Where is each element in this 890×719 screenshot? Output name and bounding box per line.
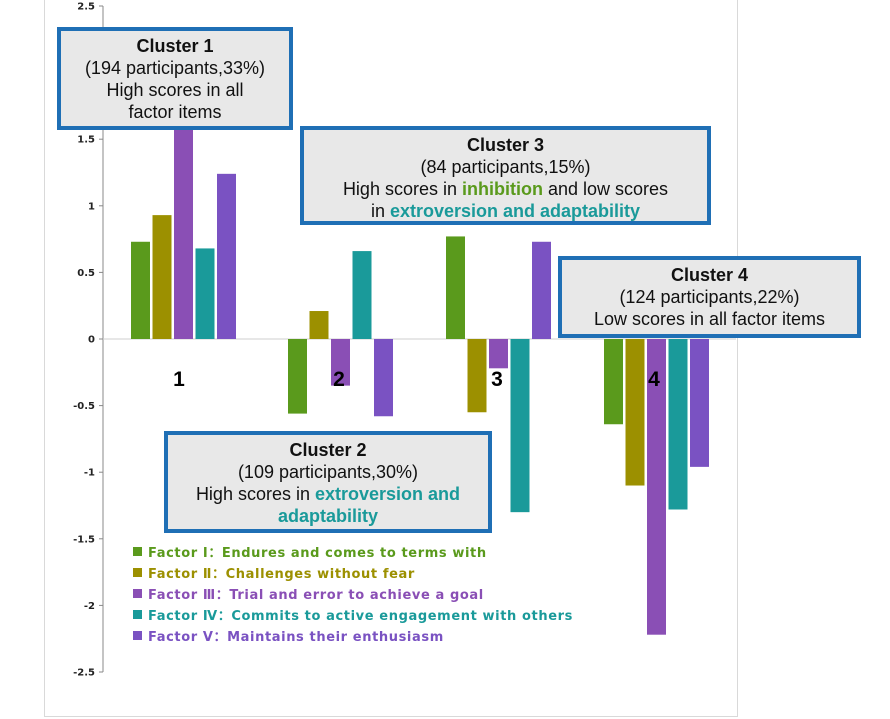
legend-item-factor-3: Factor Ⅲ：Trial and error to achieve a go…: [133, 583, 573, 604]
bar-factor-1-cluster-1: [131, 241, 150, 339]
legend-swatch: [133, 589, 142, 598]
category-label: 3: [491, 368, 503, 391]
callout-cluster-2: Cluster 2 (109 participants,30%) High sc…: [164, 431, 492, 533]
cluster-3-line1: (84 participants,15%): [420, 157, 591, 177]
category-labels: 1 2 3 4: [173, 368, 660, 391]
bar-factor-5-cluster-1: [217, 173, 236, 339]
legend-swatch: [133, 568, 142, 577]
bar-factor-5-cluster-4: [690, 339, 709, 467]
y-tick-label: 1: [88, 201, 95, 212]
bar-factor-4-cluster-2: [352, 251, 372, 339]
cluster-1-line2: High scores in all: [106, 80, 244, 100]
legend-swatch: [133, 547, 142, 556]
bar-factor-1-cluster-4: [604, 339, 623, 425]
cluster-1-title: Cluster 1: [136, 36, 214, 56]
cluster-1-line1: (194 participants,33%): [84, 58, 266, 78]
cluster-4-title: Cluster 4: [670, 265, 749, 285]
legend: Factor Ⅰ：Endures and comes to terms with…: [133, 541, 573, 646]
legend-label: Factor Ⅱ：Challenges without fear: [148, 567, 415, 582]
bar-factor-2-cluster-2: [309, 311, 329, 339]
callout-cluster-3: Cluster 3 (84 participants,15%) High sco…: [300, 126, 711, 225]
bar-layer: [131, 92, 709, 635]
cluster-3-highlight-inhibition: inhibition: [462, 179, 543, 199]
bar-factor-2-cluster-1: [152, 215, 172, 339]
legend-label: Factor Ⅲ：Trial and error to achieve a go…: [148, 588, 484, 603]
cluster-3-line3: in extroversion and adaptability: [370, 201, 641, 221]
y-tick-label: -1: [84, 468, 95, 479]
y-tick-label: -2.5: [73, 668, 95, 679]
y-tick-label: 0: [88, 335, 95, 346]
legend-swatch: [133, 610, 142, 619]
y-tick-label: -0.5: [73, 401, 95, 412]
category-label: 1: [173, 368, 185, 391]
chart-frame: [44, 0, 738, 717]
cluster-2-highlight-extroversion: extroversion and: [315, 484, 461, 504]
bar-factor-4-cluster-3: [510, 339, 530, 513]
category-label: 2: [333, 368, 345, 391]
legend-label: Factor Ⅰ：Endures and comes to terms with: [148, 546, 487, 561]
bar-factor-1-cluster-3: [446, 236, 465, 339]
bar-factor-3-cluster-1: [174, 92, 193, 339]
callout-cluster-4: Cluster 4 (124 participants,22%) Low sco…: [558, 256, 861, 338]
cluster-1-line3: factor items: [128, 102, 222, 122]
y-tick-label: -2: [84, 601, 95, 612]
cluster-3-title: Cluster 3: [466, 135, 545, 155]
cluster-2-line1: (109 participants,30%): [237, 462, 419, 482]
cluster-3-line2: High scores in inhibition and low scores: [342, 179, 669, 199]
cluster-2-line2: High scores in extroversion and: [195, 484, 461, 504]
legend-item-factor-5: Factor Ⅴ：Maintains their enthusiasm: [133, 625, 573, 646]
bar-factor-4-cluster-4: [668, 339, 688, 510]
cluster-4-line2: Low scores in all factor items: [593, 309, 826, 329]
y-tick-label: 0.5: [77, 268, 95, 279]
legend-label: Factor Ⅴ：Maintains their enthusiasm: [148, 630, 444, 645]
cluster-4-line1: (124 participants,22%): [619, 287, 800, 307]
cluster-2-title: Cluster 2: [289, 440, 367, 460]
bar-factor-2-cluster-3: [467, 339, 487, 413]
bar-factor-4-cluster-1: [195, 248, 215, 339]
legend-item-factor-2: Factor Ⅱ：Challenges without fear: [133, 562, 573, 583]
bar-factor-3-cluster-3: [489, 339, 508, 369]
bar-factor-5-cluster-3: [532, 241, 551, 339]
bar-factor-1-cluster-2: [288, 339, 307, 414]
callout-cluster-1: Cluster 1 (194 participants,33%) High sc…: [57, 27, 293, 130]
bar-factor-5-cluster-2: [374, 339, 393, 417]
y-tick-label: 1.5: [77, 135, 95, 146]
bar-factor-3-cluster-4: [647, 339, 666, 635]
bar-factor-3-cluster-2: [331, 339, 350, 386]
y-tick-label: -1.5: [73, 534, 95, 545]
legend-item-factor-1: Factor Ⅰ：Endures and comes to terms with: [133, 541, 573, 562]
cluster-2-line3: adaptability: [277, 506, 379, 526]
legend-label: Factor Ⅳ：Commits to active engagement wi…: [148, 609, 573, 624]
cluster-3-highlight-extroversion: extroversion and adaptability: [389, 201, 641, 221]
category-label: 4: [648, 368, 660, 391]
legend-item-factor-4: Factor Ⅳ：Commits to active engagement wi…: [133, 604, 573, 625]
legend-swatch: [133, 631, 142, 640]
y-tick-label: 2.5: [77, 2, 95, 13]
bar-factor-2-cluster-4: [625, 339, 645, 486]
